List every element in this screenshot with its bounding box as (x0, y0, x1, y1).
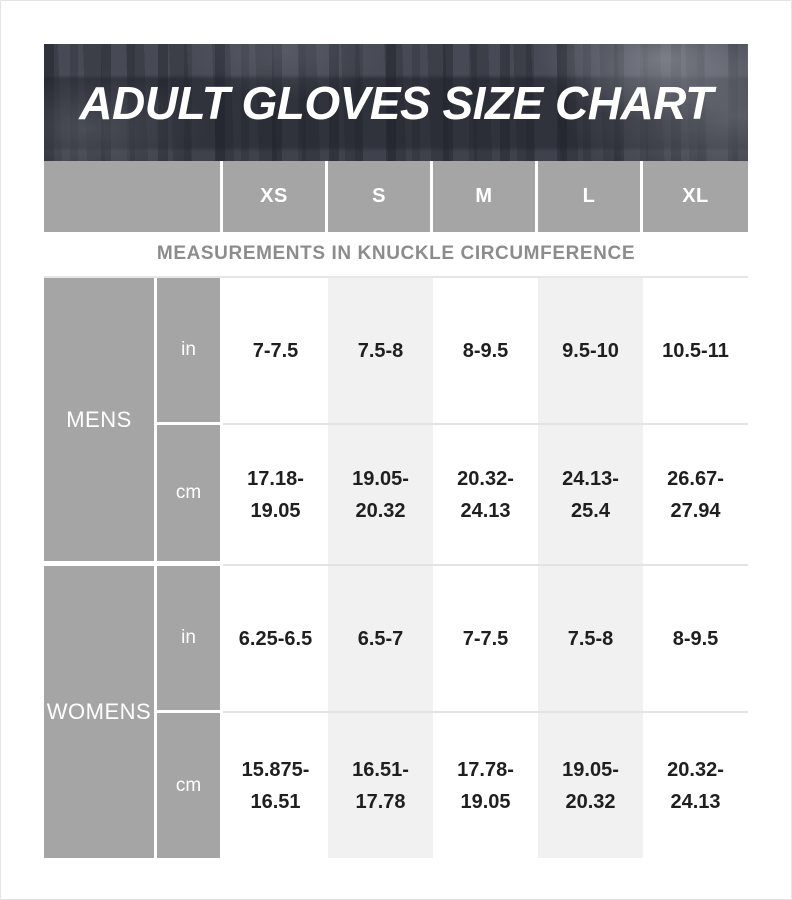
unit-label-womens-cm: cm (157, 713, 223, 858)
size-value-cell: 24.13-25.4 (538, 425, 643, 566)
size-column-header-s: S (328, 161, 433, 232)
size-value-cell: 20.32-24.13 (643, 713, 748, 858)
size-value-cell: 15.875-16.51 (223, 713, 328, 858)
size-value-cell: 17.18-19.05 (223, 425, 328, 566)
size-value-cell: 8-9.5 (643, 566, 748, 713)
size-value-cell: 19.05-20.32 (328, 425, 433, 566)
size-header-spacer (44, 161, 223, 232)
size-value-cell: 8-9.5 (433, 278, 538, 425)
row-group-label-womens: WOMENS (44, 566, 157, 858)
size-value-cell: 6.5-7 (328, 566, 433, 713)
size-value-cell: 7.5-8 (538, 566, 643, 713)
size-value-cell: 19.05-20.32 (538, 713, 643, 858)
size-chart: ADULT GLOVES SIZE CHART XS S M L XL MEAS… (44, 44, 748, 858)
size-header-row: XS S M L XL (44, 161, 748, 232)
unit-label-mens-cm: cm (157, 425, 223, 566)
size-value-cell: 26.67-27.94 (643, 425, 748, 566)
size-value-cell: 20.32-24.13 (433, 425, 538, 566)
size-value-cell: 7.5-8 (328, 278, 433, 425)
size-value-cell: 6.25-6.5 (223, 566, 328, 713)
size-value-cell: 10.5-11 (643, 278, 748, 425)
unit-label-womens-in: in (157, 566, 223, 713)
measurement-banner: MEASUREMENTS IN KNUCKLE CIRCUMFERENCE (44, 232, 748, 278)
size-column-header-m: M (433, 161, 538, 232)
size-value-cell: 9.5-10 (538, 278, 643, 425)
size-column-header-xs: XS (223, 161, 328, 232)
size-value-cell: 7-7.5 (223, 278, 328, 425)
unit-label-mens-in: in (157, 278, 223, 425)
size-column-header-l: L (538, 161, 643, 232)
chart-title: ADULT GLOVES SIZE CHART (79, 76, 713, 129)
size-table-body: MENS in 7-7.5 7.5-8 8-9.5 9.5-10 10.5-11… (44, 278, 748, 858)
size-value-cell: 17.78-19.05 (433, 713, 538, 858)
size-value-cell: 7-7.5 (433, 566, 538, 713)
size-column-header-xl: XL (643, 161, 748, 232)
size-value-cell: 16.51-17.78 (328, 713, 433, 858)
chart-title-header: ADULT GLOVES SIZE CHART (44, 44, 748, 161)
row-group-label-mens: MENS (44, 278, 157, 566)
